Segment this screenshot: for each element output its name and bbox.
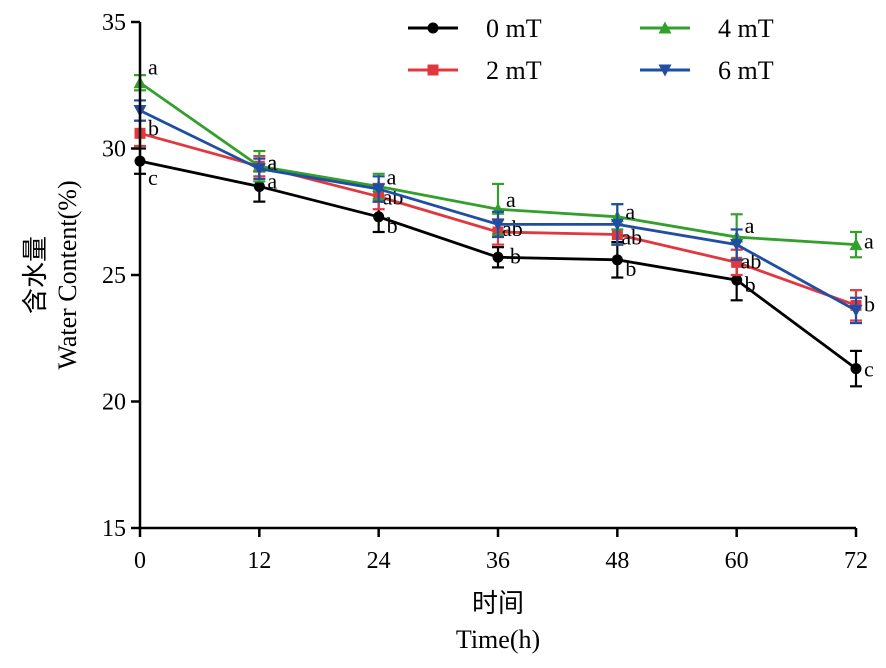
legend-item-6mt: 6 mT (640, 56, 774, 85)
significance-label: b (387, 213, 398, 238)
x-axis-title-cn: 时间 (472, 589, 524, 618)
data-point (849, 238, 863, 251)
legend-marker (658, 21, 672, 34)
significance-label: b (745, 272, 756, 297)
legend-marker (658, 64, 672, 77)
significance-label: ab (621, 225, 642, 250)
legend-label: 6 mT (718, 56, 774, 85)
data-point (850, 363, 862, 375)
significance-label: a (506, 187, 516, 212)
significance-label: a (745, 213, 755, 238)
significance-label: c (148, 165, 158, 190)
data-point (492, 251, 504, 263)
significance-label: c (864, 357, 874, 382)
legend-item-4mt: 4 mT (640, 14, 774, 43)
data-point (252, 163, 266, 176)
legend-item-2mt: 2 mT (408, 56, 542, 85)
x-tick-label: 72 (844, 548, 868, 574)
significance-label: a (267, 150, 277, 175)
significance-label: ab (502, 216, 523, 241)
y-tick-label: 35 (102, 10, 126, 36)
x-tick-label: 24 (367, 548, 391, 574)
significance-label: a (864, 229, 874, 254)
legend-label: 4 mT (718, 14, 774, 43)
x-tick-label: 0 (134, 548, 146, 574)
significance-label: b (148, 115, 159, 140)
significance-label: a (625, 199, 635, 224)
significance-label: a (267, 150, 277, 175)
data-point (491, 218, 505, 231)
data-point (849, 304, 863, 317)
ticks: 0 12 24 36 48 60 72 15 20 25 30 35 (102, 10, 868, 574)
data-point (611, 254, 623, 266)
data-point (253, 180, 265, 192)
legend-label: 2 mT (486, 56, 542, 85)
legend-marker (427, 22, 439, 34)
y-axis-title-group-en: Water Content(%) (53, 180, 82, 369)
x-tick-label: 48 (605, 548, 629, 574)
significance-label: a (148, 55, 158, 80)
x-tick-label: 12 (247, 548, 271, 574)
data-point (730, 239, 744, 252)
y-tick-label: 15 (102, 516, 126, 542)
data-point (373, 211, 385, 223)
x-tick-label: 36 (486, 548, 510, 574)
significance-label: b (625, 256, 636, 281)
significance-label: b (864, 291, 875, 316)
data-point (731, 274, 743, 286)
significance-label: a (387, 164, 397, 189)
y-tick-label: 25 (102, 263, 126, 289)
significance-label: b (510, 243, 521, 268)
y-axis-title-cn: 含水量 (21, 236, 50, 314)
significance-label: a (267, 168, 277, 193)
data-point (610, 218, 624, 231)
legend-marker (427, 64, 439, 76)
y-axis-title-group: 含水量 (21, 236, 50, 314)
legend: 0 mT 2 mT 4 mT 6 mT (408, 14, 774, 85)
y-tick-label: 20 (102, 390, 126, 416)
y-axis-title: Water Content(%) (53, 180, 82, 369)
legend-item-0mt: 0 mT (408, 14, 542, 43)
y-tick-label: 30 (102, 137, 126, 163)
legend-label: 0 mT (486, 14, 542, 43)
data-point (731, 256, 743, 268)
x-tick-label: 60 (725, 548, 749, 574)
data-point (372, 183, 386, 196)
x-axis-title: Time(h) (456, 625, 540, 654)
